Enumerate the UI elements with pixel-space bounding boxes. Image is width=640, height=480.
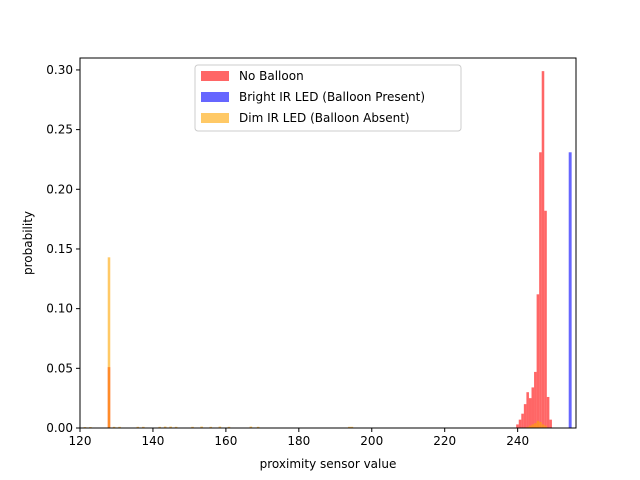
x-axis-label: proximity sensor value (260, 457, 397, 471)
histogram-bar (118, 426, 121, 428)
x-axis-ticks: 120 140 160 180 200 220 240 (69, 428, 529, 448)
x-tick-label: 240 (506, 434, 529, 448)
bars-layer (83, 71, 572, 429)
legend-box (194, 64, 462, 132)
y-tick-label: 0.20 (46, 182, 73, 196)
histogram-bar (536, 420, 540, 428)
y-axis-label: probability (21, 211, 35, 275)
histogram-bar (200, 426, 203, 428)
histogram-bar (518, 419, 522, 428)
y-tick-label: 0.10 (46, 302, 73, 316)
histogram-bar (531, 387, 535, 428)
histogram-bar (209, 426, 213, 428)
histogram-bar (541, 424, 545, 428)
x-tick-label: 160 (214, 434, 237, 448)
histogram-bar (516, 424, 519, 428)
histogram-bar (568, 152, 572, 429)
x-tick-label: 120 (69, 434, 92, 448)
x-tick-label: 200 (360, 434, 383, 448)
legend-swatch (201, 92, 229, 102)
histogram-bar (546, 396, 550, 428)
y-tick-label: 0.15 (46, 242, 73, 256)
x-tick-label: 140 (141, 434, 164, 448)
histogram-bar (112, 426, 116, 428)
histogram-bar (549, 419, 552, 428)
histogram-bar (348, 426, 351, 428)
histogram-bar (544, 425, 547, 428)
histogram-bar (350, 426, 354, 428)
x-tick-label: 180 (287, 434, 310, 448)
histogram-bar (539, 422, 542, 428)
histogram-bar (534, 423, 537, 428)
histogram-bar (191, 426, 194, 428)
y-tick-label: 0.30 (46, 63, 73, 77)
histogram-bar (218, 426, 222, 428)
legend-swatch (201, 71, 229, 81)
y-axis-ticks: 0.00 0.05 0.10 0.15 0.20 0.25 0.30 (46, 63, 80, 435)
histogram-bar (526, 392, 529, 428)
histogram-bar (544, 210, 547, 428)
histogram-bar (528, 425, 532, 428)
histogram-bar (541, 71, 545, 428)
histogram-bar (536, 294, 540, 428)
histogram-bar (136, 426, 140, 428)
y-tick-label: 0.00 (46, 421, 73, 435)
histogram-bar (256, 426, 260, 428)
histogram-bar (523, 404, 527, 428)
histogram-bar (249, 426, 253, 428)
legend-label: Dim IR LED (Balloon Absent) (239, 111, 410, 125)
histogram-bar (107, 257, 111, 428)
histogram-bar (531, 424, 535, 428)
histogram-bar (142, 426, 145, 428)
histogram-bar (528, 398, 532, 428)
histogram-bar (539, 152, 542, 429)
histogram-bar (526, 426, 529, 428)
legend-swatch (201, 113, 229, 123)
plot-frame (79, 57, 577, 429)
y-tick-label: 0.05 (46, 361, 73, 375)
x-tick-label: 220 (433, 434, 456, 448)
y-tick-label: 0.25 (46, 123, 73, 137)
legend-label: Bright IR LED (Balloon Present) (239, 90, 425, 104)
histogram-bar (158, 426, 161, 428)
histogram-bar (534, 371, 537, 428)
histogram-bar (163, 426, 167, 428)
legend: No Balloon Bright IR LED (Balloon Present… (194, 64, 462, 132)
histogram-bar (169, 426, 172, 428)
legend-label: No Balloon (239, 69, 304, 83)
histogram-bar (521, 413, 524, 428)
histogram-bar (227, 426, 231, 428)
histogram-bar (174, 426, 178, 428)
